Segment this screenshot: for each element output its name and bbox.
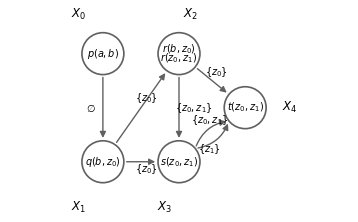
Text: $X_2$: $X_2$ — [183, 7, 198, 22]
Circle shape — [158, 33, 200, 75]
Text: $\{z_0\}$: $\{z_0\}$ — [135, 162, 158, 176]
Text: $q(b,z_0)$: $q(b,z_0)$ — [85, 155, 121, 169]
Text: $r(z_0,z_1)$: $r(z_0,z_1)$ — [160, 52, 198, 65]
Text: $\{z_1\}$: $\{z_1\}$ — [198, 142, 221, 156]
Circle shape — [224, 87, 266, 129]
Circle shape — [82, 141, 124, 183]
Text: $X_1$: $X_1$ — [71, 200, 86, 215]
Text: $\{z_0,z_1\}$: $\{z_0,z_1\}$ — [191, 113, 229, 127]
Text: $\{z_0\}$: $\{z_0\}$ — [135, 91, 158, 105]
Text: $X_0$: $X_0$ — [71, 7, 86, 22]
Text: $p(a,b)$: $p(a,b)$ — [87, 47, 119, 61]
Text: $\{z_0,z_1\}$: $\{z_0,z_1\}$ — [175, 101, 213, 115]
Circle shape — [82, 33, 124, 75]
Text: $X_3$: $X_3$ — [157, 200, 172, 215]
Circle shape — [158, 141, 200, 183]
Text: $X_4$: $X_4$ — [282, 100, 297, 115]
Text: $s(z_0,z_1)$: $s(z_0,z_1)$ — [160, 155, 198, 168]
Text: $t(z_0,z_1)$: $t(z_0,z_1)$ — [227, 101, 264, 115]
Text: $r(b,z_0)$: $r(b,z_0)$ — [162, 42, 196, 56]
Text: $\emptyset$: $\emptyset$ — [86, 102, 96, 114]
Text: $\{z_0\}$: $\{z_0\}$ — [205, 65, 228, 79]
